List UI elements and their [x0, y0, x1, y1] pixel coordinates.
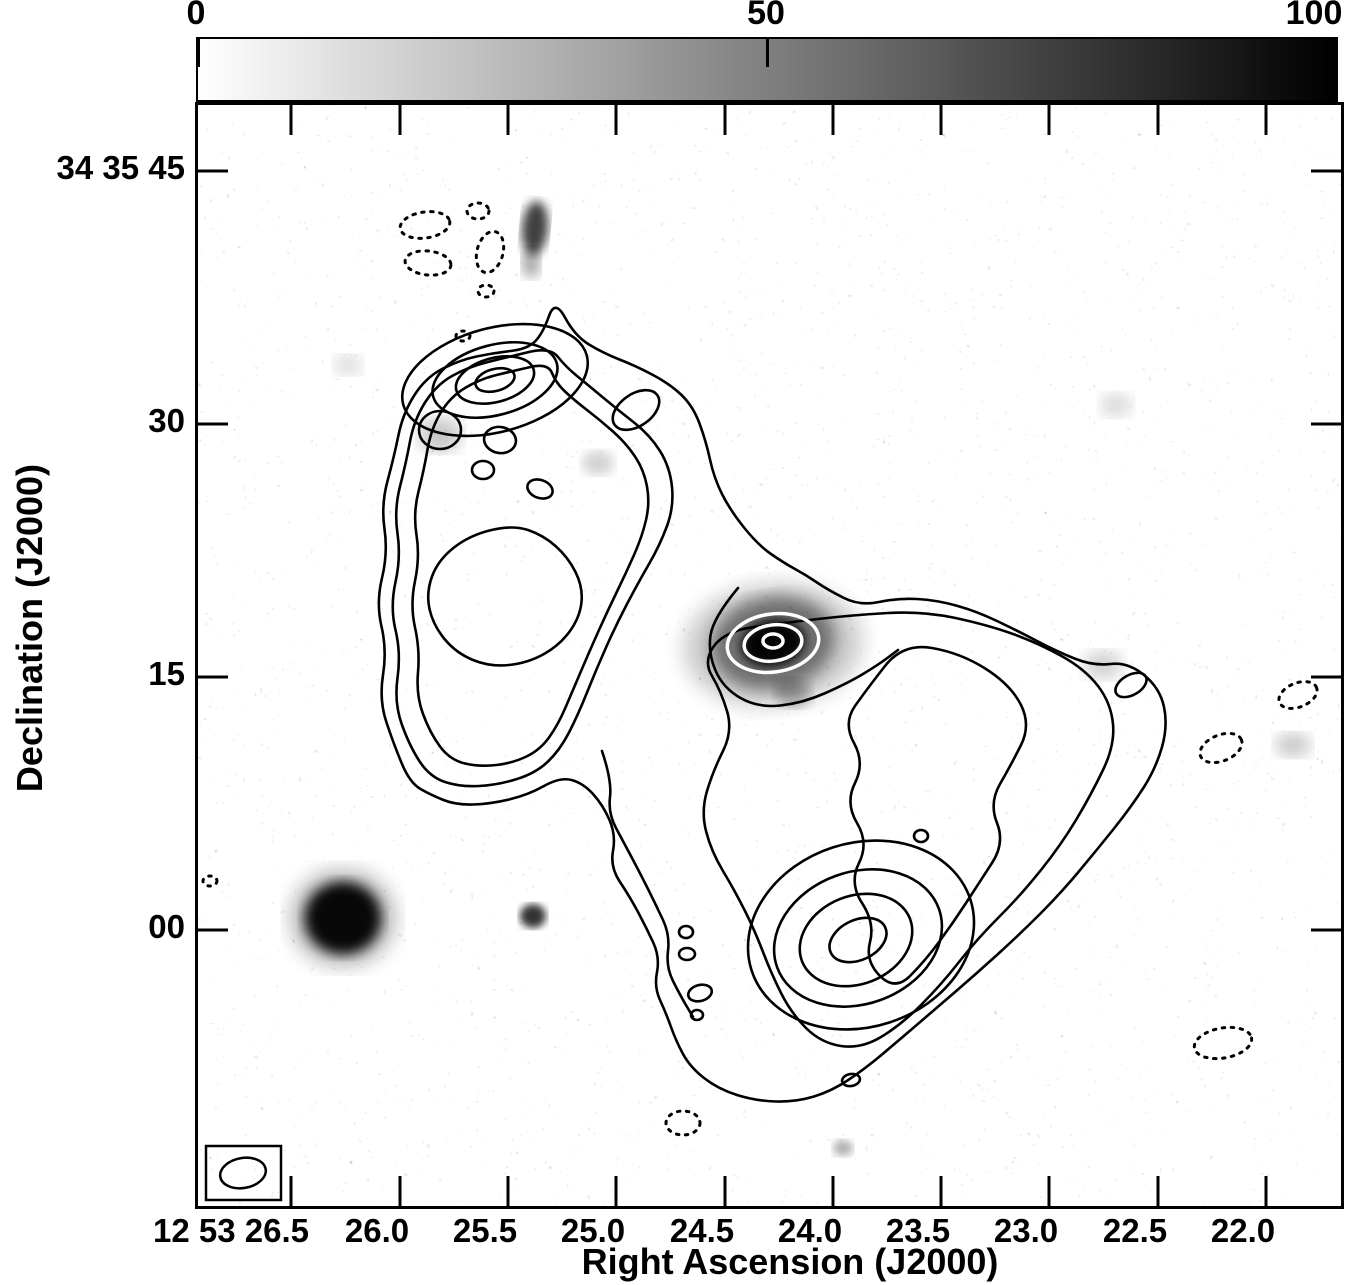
x-tick-label: 22.5	[1102, 1212, 1168, 1249]
y-axis-title: Declination (J2000)	[9, 463, 50, 793]
y-tick-label: 15	[148, 655, 185, 692]
colorbar-tick-label: 50	[747, 0, 785, 32]
x-tick-label: 25.0	[560, 1212, 626, 1249]
x-tick-label: 23.0	[993, 1212, 1059, 1249]
y-tick-label: 34 35 45	[56, 149, 185, 186]
x-tick-label: 23.5	[885, 1212, 951, 1249]
y-tick-label: 00	[148, 908, 185, 945]
colorbar-tick-label: 100	[1285, 0, 1343, 32]
x-tick-label: 22.0	[1210, 1212, 1276, 1249]
x-tick-label: 26.0	[344, 1212, 410, 1249]
y-tick-label: 30	[148, 402, 185, 439]
colorbar-tick-mark	[197, 37, 200, 67]
x-axis-title: Right Ascension (J2000)	[581, 1241, 999, 1282]
white-contours	[725, 611, 821, 675]
axis-tick-marks	[198, 105, 1341, 1206]
x-tick-label: 24.5	[669, 1212, 735, 1249]
beam-box	[204, 1144, 283, 1202]
negative-contours	[201, 201, 1319, 1137]
x-tick-label: 12 53 26.5	[153, 1212, 309, 1249]
positive-contours	[377, 306, 1167, 1103]
x-tick-label: 25.5	[452, 1212, 518, 1249]
colorbar-tick-mark	[766, 37, 769, 67]
x-tick-label: 24.0	[777, 1212, 843, 1249]
sky-svg	[198, 105, 1341, 1206]
colorbar-tick-label: 0	[186, 0, 206, 32]
plot-area	[195, 102, 1344, 1209]
